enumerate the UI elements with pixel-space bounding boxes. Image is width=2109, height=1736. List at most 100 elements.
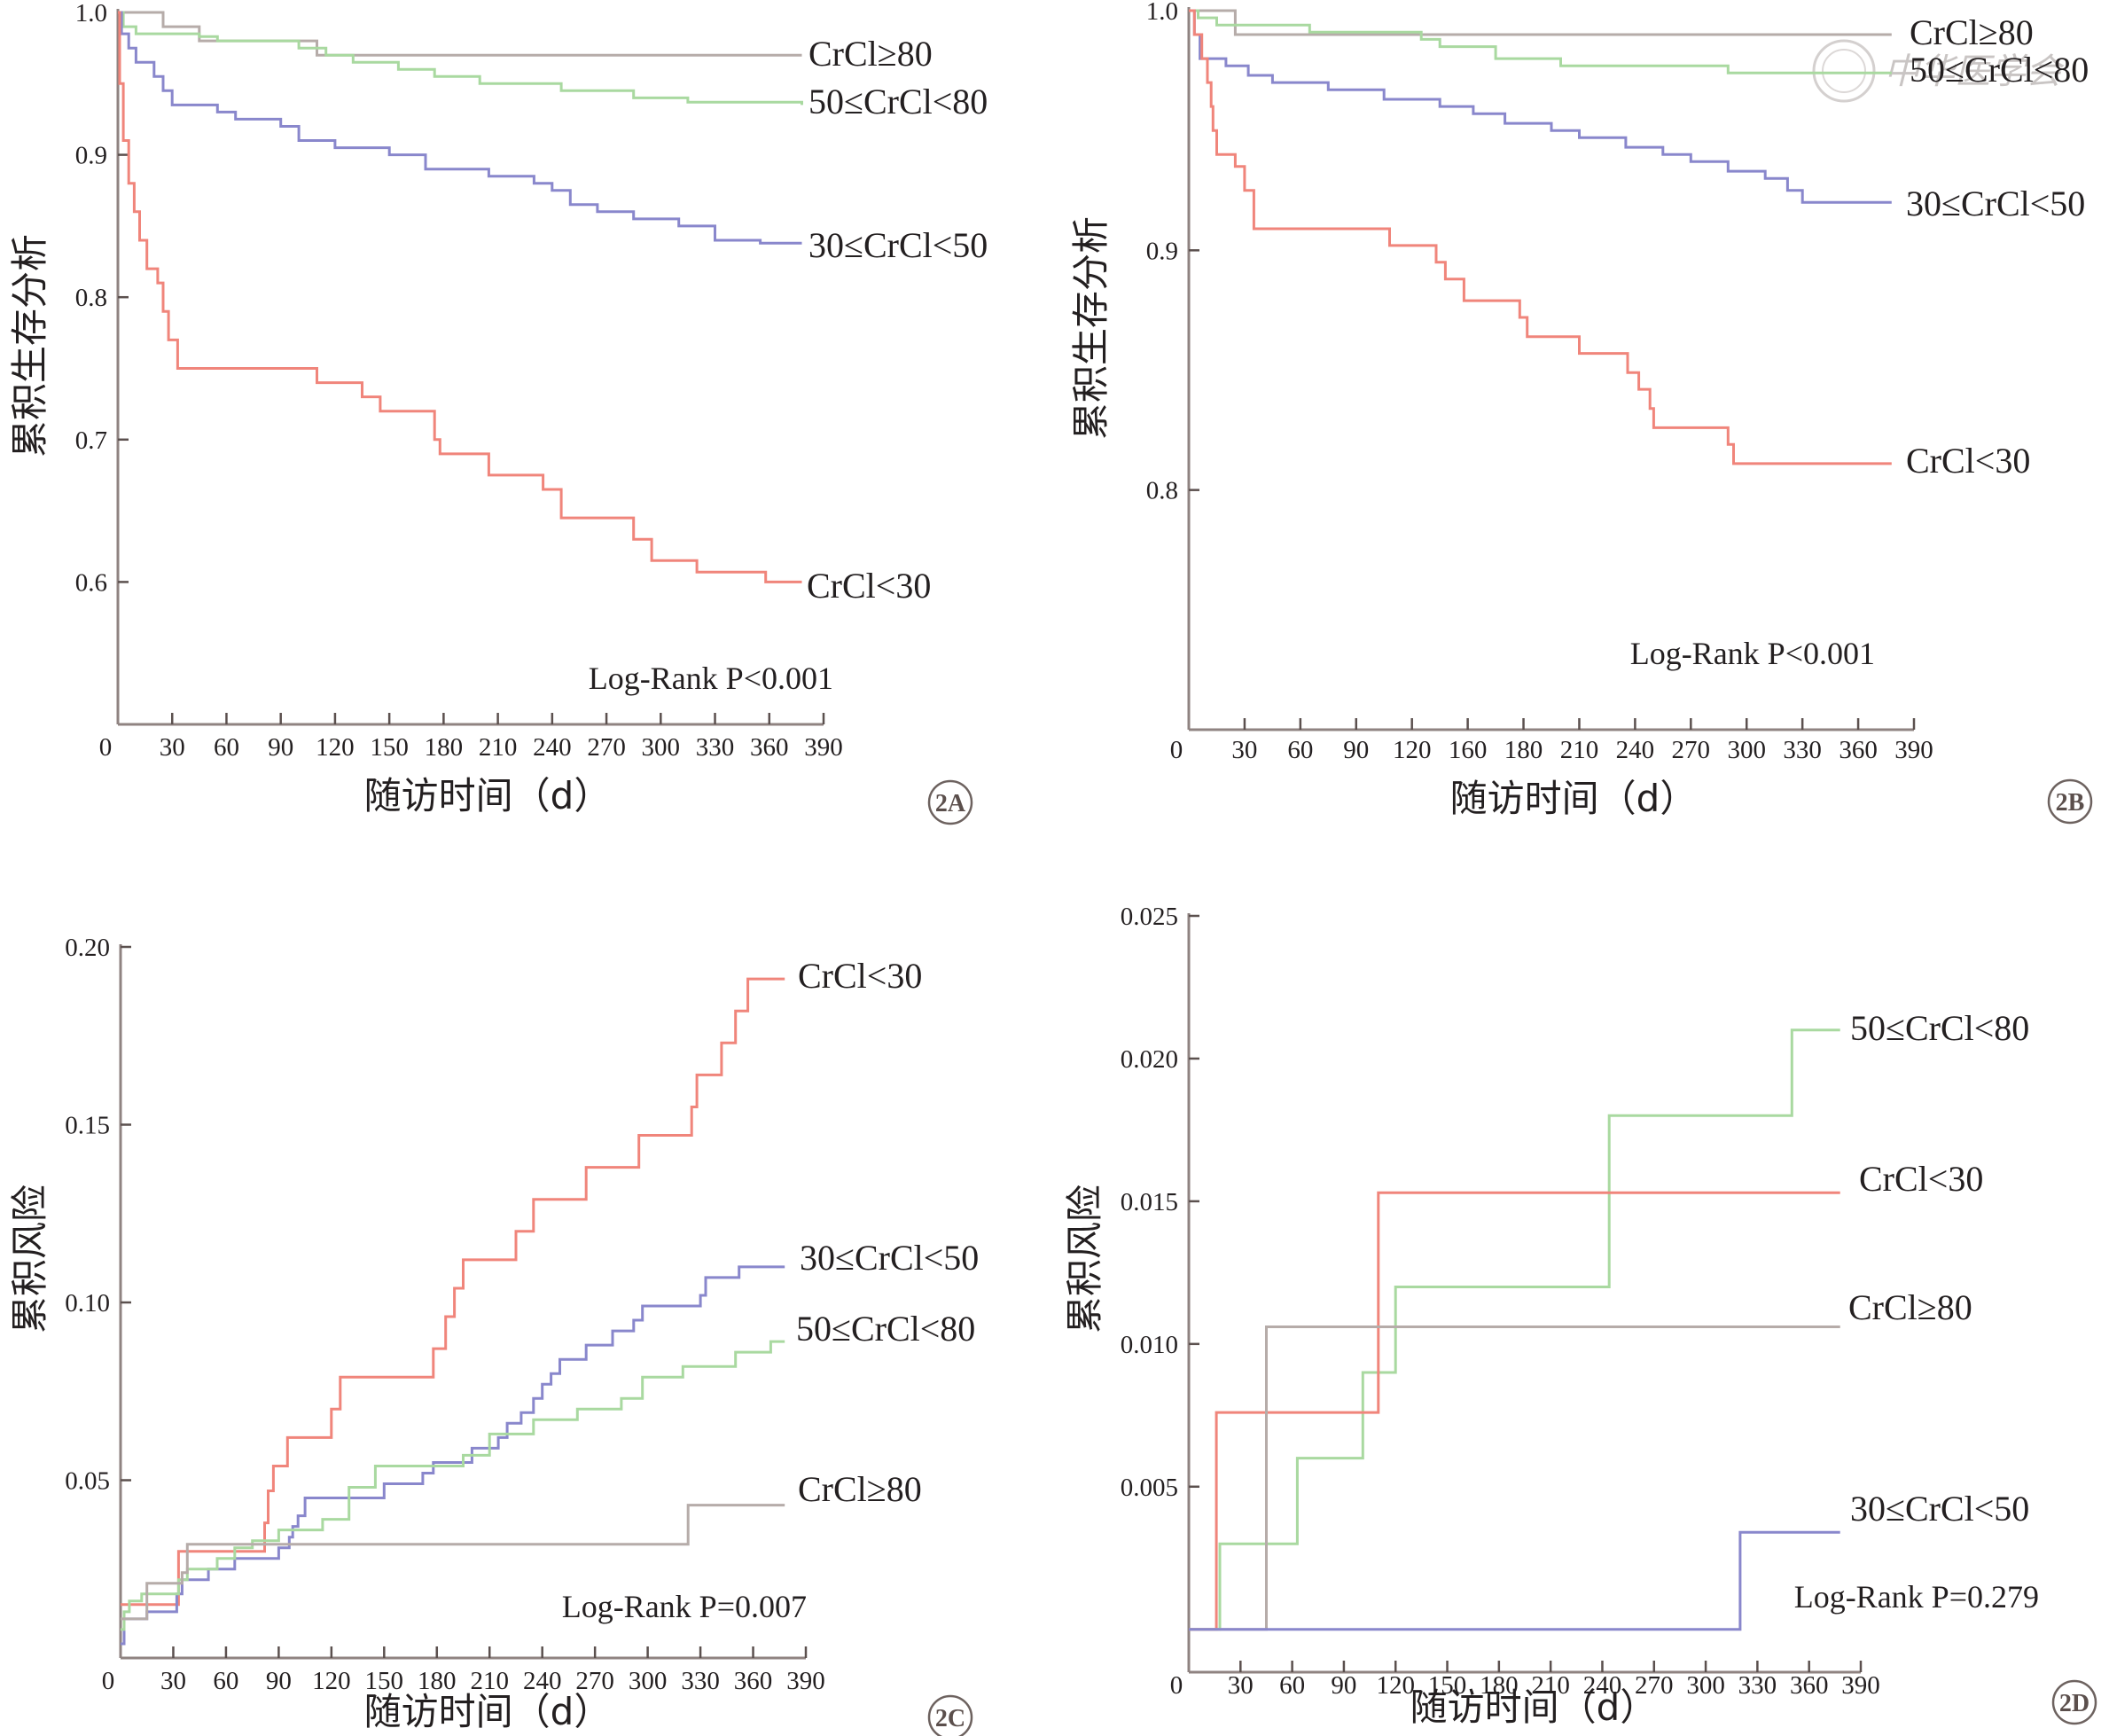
- x-tick-label: 270: [587, 733, 626, 762]
- x-tick-label: 390: [786, 1667, 825, 1695]
- x-tick-label: 360: [1790, 1671, 1829, 1700]
- series-line-50lecrcllt80: [118, 11, 803, 106]
- series-label-50lecrcllt80: 50≤CrCl<80: [808, 82, 988, 121]
- y-tick-label: 0.015: [1121, 1188, 1178, 1216]
- x-tick-label: 0: [99, 733, 113, 762]
- series-label-crcllt30: CrCl<30: [1906, 441, 2030, 481]
- log-rank-annotation: Log-Rank P=0.007: [562, 1589, 807, 1624]
- x-axis-title: 随访时间（d）: [1410, 1685, 1658, 1729]
- y-tick-label: 0.20: [65, 934, 110, 962]
- series-label-crclge80: CrCl≥80: [1910, 12, 2034, 52]
- x-tick-label: 60: [213, 1667, 238, 1695]
- y-tick-label: 0.7: [75, 426, 107, 455]
- x-tick-label: 270: [1635, 1671, 1674, 1700]
- x-tick-label: 150: [365, 1667, 404, 1695]
- panel-2c: 0 30 60 90 120 150 180 210 240 270 300 330 360 390 0.2…: [8, 934, 979, 1736]
- x-tick-label: 30: [160, 1667, 186, 1695]
- x-tick-label: 90: [266, 1667, 292, 1695]
- x-tick-label: 330: [1783, 736, 1822, 764]
- y-axis-title: 累积风险: [8, 1185, 51, 1333]
- series-line-50lecrcllt80: [1189, 1028, 1840, 1631]
- series-label-50lecrcllt80: 50≤CrCl<80: [796, 1309, 975, 1349]
- watermark-logo-inner: [1822, 49, 1866, 93]
- series-label-30lecrcllt50: 30≤CrCl<50: [1906, 184, 2085, 223]
- x-axis-title: 随访时间（d）: [364, 1690, 612, 1733]
- x-tick-label: 240: [523, 1667, 562, 1695]
- x-tick-label: 180: [418, 1667, 457, 1695]
- x-tick-label: 210: [470, 1667, 509, 1695]
- x-tick-label: 150: [370, 733, 409, 762]
- x-tick-label: 360: [734, 1667, 773, 1695]
- panel-tag-label: 2A: [935, 790, 966, 817]
- x-tick-label: 0: [1170, 736, 1183, 764]
- y-axis-title: 累积生存分析: [1069, 216, 1113, 440]
- x-tick-label: 390: [1841, 1671, 1880, 1700]
- panel-tag-circle: [2047, 778, 2093, 825]
- log-rank-annotation: Log-Rank P<0.001: [1630, 636, 1875, 671]
- series-line-crclge80: [1189, 9, 1892, 36]
- x-tick-label: 60: [1279, 1671, 1305, 1700]
- x-tick-label: 240: [533, 733, 572, 762]
- x-tick-label: 150: [1428, 1671, 1467, 1700]
- x-tick-label: 210: [479, 733, 518, 762]
- panel-2d: 0 30 60 90 120 150 180 210 240 270 300 330 360 390 0.0…: [1063, 903, 2097, 1729]
- x-axis-title: 随访时间（d）: [1450, 777, 1698, 820]
- x-tick-label: 90: [268, 733, 293, 762]
- x-tick-label: 0: [102, 1667, 115, 1695]
- x-tick-label: 210: [1560, 736, 1599, 764]
- x-axis-title: 随访时间（d）: [364, 774, 612, 817]
- x-tick-label: 210: [1531, 1671, 1570, 1700]
- x-tick-label: 240: [1583, 1671, 1622, 1700]
- y-tick-label: 0.020: [1121, 1045, 1178, 1074]
- series-label-30lecrcllt50: 30≤CrCl<50: [800, 1238, 979, 1278]
- x-tick-label: 30: [1228, 1671, 1254, 1700]
- series-line-crclge80: [121, 1504, 785, 1621]
- x-tick-label: 270: [575, 1667, 614, 1695]
- x-tick-label: 300: [642, 733, 681, 762]
- y-tick-label: 0.6: [75, 568, 107, 597]
- y-tick-label: 0.8: [75, 284, 107, 312]
- watermark-logo-icon: [1812, 39, 1876, 103]
- y-axis-title: 累积风险: [1063, 1185, 1106, 1333]
- series-label-crclge80: CrCl≥80: [798, 1469, 922, 1509]
- y-tick-label: 0.05: [65, 1467, 110, 1496]
- x-tick-label: 360: [1839, 736, 1878, 764]
- x-tick-label: 300: [1686, 1671, 1725, 1700]
- watermark: 中华医学会: [1812, 39, 2065, 103]
- series-label-50lecrcllt80: 50≤CrCl<80: [1910, 50, 2089, 90]
- x-tick-label: 180: [1480, 1671, 1519, 1700]
- x-tick-label: 30: [160, 733, 185, 762]
- series-line-30lecrcllt50: [1189, 1530, 1840, 1631]
- log-rank-annotation: Log-Rank P=0.279: [1794, 1579, 2039, 1615]
- series-label-crclge80: CrCl≥80: [1848, 1287, 1972, 1327]
- series-line-crclge80: [118, 11, 802, 57]
- series-line-30lecrcllt50: [121, 1265, 785, 1646]
- watermark-text: 中华医学会: [1884, 51, 2065, 92]
- series-label-crcllt30: CrCl<30: [798, 956, 922, 996]
- panel-tag-label: 2B: [2056, 789, 2085, 817]
- y-tick-label: 0.9: [1146, 237, 1178, 265]
- y-tick-label: 0.15: [65, 1112, 110, 1140]
- x-tick-label: 330: [1738, 1671, 1777, 1700]
- x-tick-label: 330: [696, 733, 735, 762]
- y-tick-label: 0.10: [65, 1289, 110, 1318]
- x-tick-label: 30: [1231, 736, 1257, 764]
- x-tick-label: 330: [681, 1667, 720, 1695]
- y-tick-label: 0.8: [1146, 477, 1178, 505]
- series-line-50lecrcllt80: [121, 1340, 785, 1631]
- x-tick-label: 90: [1343, 736, 1369, 764]
- x-tick-label: 160: [1449, 736, 1488, 764]
- x-tick-label: 390: [804, 733, 843, 762]
- series-line-30lecrcllt50: [1189, 9, 1892, 204]
- log-rank-annotation: Log-Rank P<0.001: [589, 661, 833, 696]
- x-tick-label: 180: [425, 733, 464, 762]
- x-tick-label: 300: [629, 1667, 668, 1695]
- panel-2a: 0 30 60 90 120 150 180 210 240 270 300 330 360 390 1.0…: [8, 0, 988, 825]
- x-tick-label: 180: [1504, 736, 1543, 764]
- x-tick-label: 60: [1287, 736, 1313, 764]
- series-label-crcllt30: CrCl<30: [807, 566, 931, 606]
- series-line-50lecrcllt80: [1189, 9, 1892, 74]
- y-axis-title: 累积生存分析: [8, 234, 51, 457]
- x-tick-label: 120: [1376, 1671, 1415, 1700]
